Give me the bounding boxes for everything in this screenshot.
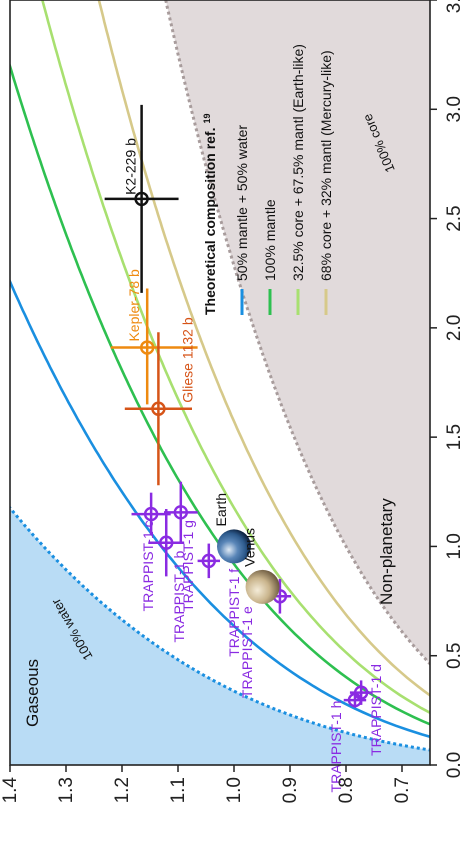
legend-entry-label: 32.5% core + 67.5% mantl (Earth-like) bbox=[290, 44, 306, 281]
legend-entry-label: 100% mantle bbox=[262, 199, 278, 281]
x-tick-label: 1.0 bbox=[444, 533, 465, 559]
y-tick-label: 1.0 bbox=[224, 777, 245, 803]
composition-curve-1 bbox=[10, 0, 430, 762]
planet-label: TRAPPIST-1 b bbox=[171, 551, 187, 643]
planet-label: TRAPPIST-1 g bbox=[180, 520, 196, 612]
venus-globe-icon bbox=[245, 569, 280, 604]
planet-point bbox=[143, 506, 159, 522]
planet-label: Kepler-78 b bbox=[126, 269, 142, 342]
planet-label: TRAPPIST-1 c bbox=[140, 520, 156, 611]
legend-title-ref: 19 bbox=[202, 114, 212, 124]
planet-label: Gliese 1132 b bbox=[179, 317, 195, 403]
planet-point bbox=[134, 191, 149, 207]
x-tick-label: 0.0 bbox=[444, 752, 465, 778]
y-tick-label: 1.1 bbox=[168, 777, 189, 803]
composition-curve-3 bbox=[93, 0, 430, 762]
legend: Theoretical composition ref.19 50% mantle… bbox=[202, 44, 334, 315]
y-tick-label: 1.2 bbox=[112, 777, 133, 803]
x-tick-label: 0.5 bbox=[444, 643, 465, 669]
legend-title: Theoretical composition ref.19 bbox=[202, 114, 218, 316]
planet-label: TRAPPIST-1 d bbox=[368, 664, 384, 756]
body-label: Earth bbox=[213, 493, 229, 526]
y-tick-label: 0.7 bbox=[392, 777, 413, 803]
gaseous-label: Gaseous bbox=[23, 659, 42, 727]
legend-entry-label: 50% mantle + 50% water bbox=[234, 125, 250, 281]
non-planetary-region bbox=[160, 0, 430, 761]
planet-point bbox=[173, 505, 189, 520]
planet-point bbox=[139, 340, 155, 355]
planet-point bbox=[151, 401, 166, 416]
x-tick-label: 3.5 bbox=[444, 0, 465, 13]
x-tick-label: 1.5 bbox=[444, 424, 465, 450]
body-label: Venus bbox=[242, 528, 258, 567]
x-tick-label: 2.0 bbox=[444, 315, 465, 341]
planet-point bbox=[159, 535, 174, 550]
y-tick-label: 1.3 bbox=[56, 777, 77, 803]
planet-label: K2-229 b bbox=[123, 138, 139, 195]
x-axis: 0.00.51.01.52.02.53.03.5Planetary mass (… bbox=[430, 0, 465, 778]
y-tick-label: 0.9 bbox=[280, 777, 301, 803]
composition-curve-2 bbox=[36, 0, 430, 762]
planet-point bbox=[353, 685, 369, 700]
planet-label: TRAPPIST-1 h bbox=[328, 701, 344, 793]
planet-point bbox=[201, 553, 217, 569]
composition-curve-0 bbox=[10, 0, 430, 762]
plot-frame bbox=[9, 0, 431, 766]
x-tick-label: 3.0 bbox=[444, 96, 465, 122]
y-tick-label: 1.4 bbox=[0, 777, 21, 804]
y-tick-label: 0.8 bbox=[336, 777, 357, 803]
legend-entry-label: 68% core + 32% mantl (Mercury-like) bbox=[318, 50, 334, 281]
plot-area: K2-229 b Kepler-78 b Gliese 1132 b TRAPPIST… bbox=[0, 0, 465, 803]
y-axis: 0.7 0.8 0.9 1.0 1.1 1.2 1.3 1.4 bbox=[0, 765, 413, 803]
earth-globe-icon bbox=[217, 529, 251, 564]
x-tick-label: 2.5 bbox=[444, 205, 465, 231]
planet-label: TRAPPIST-1 e bbox=[239, 606, 255, 698]
planet-label: TRAPPIST-1 f bbox=[226, 569, 242, 657]
non-planetary-label: Non-planetary bbox=[377, 498, 396, 605]
